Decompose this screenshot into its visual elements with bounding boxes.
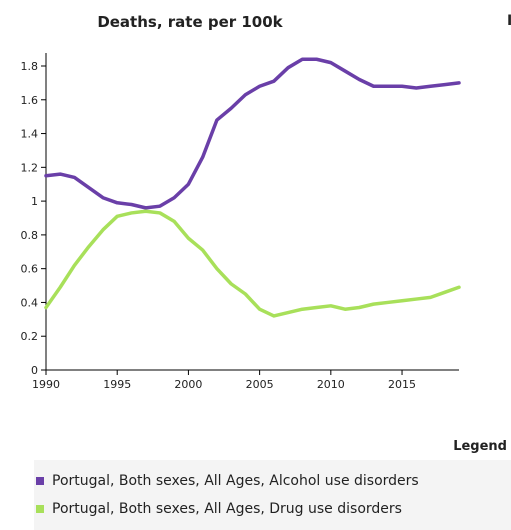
legend-swatch-alcohol bbox=[36, 477, 44, 485]
legend-swatch-drug bbox=[36, 505, 44, 513]
y-tick-label: 1.8 bbox=[21, 60, 39, 73]
series-line-1 bbox=[44, 209, 461, 318]
y-tick-label: 0.6 bbox=[21, 263, 39, 276]
line-chart: 0 0.2 0.4 0.6 0.8 1 1.2 1.4 1.6 1.8 1990 1995 2000 20… bbox=[21, 53, 461, 391]
legend-label-drug: Portugal, Both sexes, All Ages, Drug use… bbox=[52, 501, 402, 517]
clipped-text: I bbox=[507, 13, 511, 29]
y-tick-label: 0.8 bbox=[21, 229, 39, 242]
y-tick-label: 0.2 bbox=[21, 330, 39, 343]
legend-label-alcohol: Portugal, Both sexes, All Ages, Alcohol … bbox=[52, 473, 419, 489]
y-tick-label: 1.6 bbox=[21, 94, 39, 107]
y-tick-label: 1 bbox=[31, 195, 38, 208]
x-tick-label: 2015 bbox=[388, 378, 416, 391]
y-tick-label: 1.2 bbox=[21, 161, 39, 174]
x-tick-label: 1990 bbox=[32, 378, 60, 391]
legend-item-alcohol[interactable]: Portugal, Both sexes, All Ages, Alcohol … bbox=[36, 473, 419, 489]
y-tick-label: 0 bbox=[31, 364, 38, 377]
chart-title: Deaths, rate per 100k bbox=[97, 13, 283, 31]
legend-item-drug[interactable]: Portugal, Both sexes, All Ages, Drug use… bbox=[36, 501, 402, 517]
x-tick-label: 2010 bbox=[317, 378, 345, 391]
legend-box bbox=[34, 460, 511, 530]
x-tick-label: 1995 bbox=[103, 378, 131, 391]
y-tick-label: 1.4 bbox=[21, 128, 39, 141]
series-line-0 bbox=[44, 57, 461, 210]
x-tick-label: 2005 bbox=[246, 378, 274, 391]
y-tick-label: 0.4 bbox=[21, 296, 39, 309]
legend-title: Legend bbox=[453, 439, 507, 454]
x-tick-label: 2000 bbox=[174, 378, 202, 391]
